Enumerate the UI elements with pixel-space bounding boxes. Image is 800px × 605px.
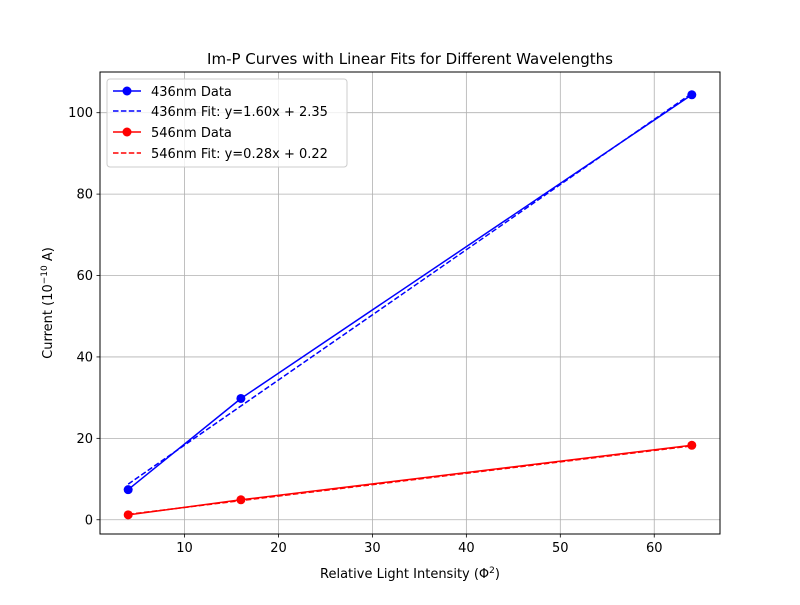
- series-3-line: [128, 445, 692, 516]
- x-tick-label: 20: [270, 541, 287, 556]
- x-tick-label: 30: [364, 541, 381, 556]
- legend: 436nm Data 436nm Fit: y=1.60x + 2.35 546…: [106, 78, 348, 168]
- chart-title: Im-P Curves with Linear Fits for Differe…: [207, 50, 613, 68]
- x-tick-label: 40: [458, 541, 475, 556]
- y-tick-label: 80: [76, 188, 93, 203]
- legend-label-546nm-data: 546nm Data: [151, 126, 232, 141]
- legend-label-436nm-fit: 436nm Fit: y=1.60x + 2.35: [151, 105, 328, 120]
- grid: [100, 72, 720, 534]
- series-2-point: [687, 440, 697, 450]
- axis-ticks: 10 20 30 40 50 60 0 20 40 60 80 100: [68, 106, 662, 556]
- y-axis-label: Current (10−10 A): [40, 247, 56, 359]
- y-tick-label: 100: [68, 106, 93, 121]
- x-tick-label: 60: [646, 541, 663, 556]
- legend-box: [106, 78, 348, 168]
- plot-frame: [99, 71, 721, 535]
- y-tick-label: 40: [76, 350, 93, 365]
- legend-label-546nm-fit: 546nm Fit: y=0.28x + 0.22: [151, 147, 328, 162]
- legend-marker-546nm-data: [122, 127, 132, 137]
- legend-marker-436nm-data: [122, 86, 132, 96]
- x-axis-label-main: Relative Light Intensity (Φ: [320, 567, 489, 582]
- y-tick-label: 0: [85, 513, 93, 528]
- y-tick-label: 60: [76, 269, 93, 284]
- x-tick-label: 50: [552, 541, 569, 556]
- series-2-point: [236, 495, 246, 505]
- y-axis-label-sup: −10: [40, 265, 50, 284]
- y-tick-label: 20: [76, 432, 93, 447]
- x-tick-label: 10: [176, 541, 193, 556]
- series-2-point: [123, 510, 133, 520]
- x-axis-label-end: ): [495, 567, 500, 582]
- series-0-point: [123, 485, 133, 495]
- x-axis-label: Relative Light Intensity (Φ2): [320, 566, 500, 582]
- series-1-line: [127, 92, 693, 485]
- x-axis-label-sup: 2: [489, 566, 495, 576]
- plot-series: [123, 90, 697, 520]
- y-axis-label-end: A): [41, 247, 56, 265]
- series-0-point: [236, 393, 246, 403]
- legend-label-436nm-data: 436nm Data: [151, 85, 232, 100]
- y-axis-label-main: Current (10: [41, 284, 56, 359]
- series-0-point: [687, 90, 697, 100]
